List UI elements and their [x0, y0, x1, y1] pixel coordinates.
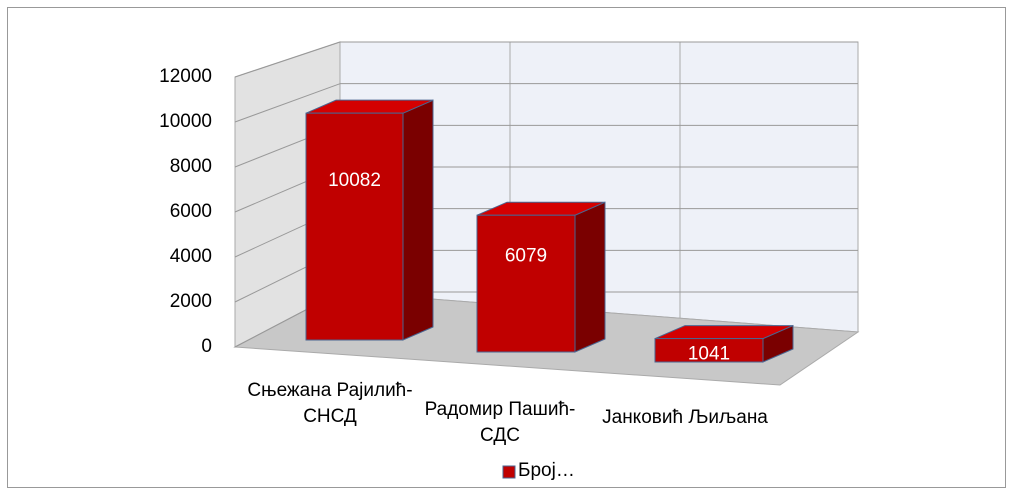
legend-label: Број… [518, 460, 575, 481]
y-tick-label: 4000 [170, 246, 212, 267]
y-tick-label: 12000 [159, 66, 212, 87]
data-label: 6079 [505, 245, 547, 266]
x-tick-label: Радомир Пашић-СДС [424, 399, 576, 446]
bar [476, 214, 576, 353]
y-tick-label: 10000 [159, 111, 212, 132]
bar [654, 338, 764, 363]
data-label: 10082 [328, 170, 381, 191]
data-label: 1041 [688, 343, 730, 364]
legend-swatch [502, 465, 516, 479]
bar [305, 112, 404, 341]
x-tick-label: Јанковић Љиљана [602, 407, 768, 428]
bar-side [402, 99, 434, 341]
x-tick-label: Сњежана Рајилић-СНСД [247, 380, 413, 427]
y-tick-label: 0 [201, 336, 212, 357]
y-tick-label: 2000 [170, 291, 212, 312]
y-tick-label: 6000 [170, 201, 212, 222]
bar-side [574, 201, 606, 353]
grid-line [234, 41, 341, 78]
grid-line [234, 83, 341, 123]
y-tick-label: 8000 [170, 156, 212, 177]
